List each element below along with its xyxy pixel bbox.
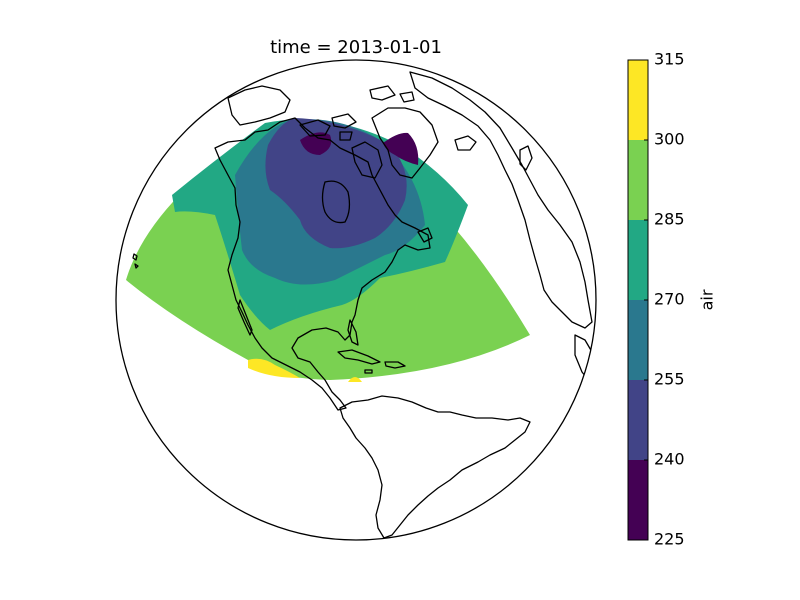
map-title: time = 2013-01-01 xyxy=(270,37,442,58)
colorbar-band-255-270 xyxy=(628,300,648,380)
contour-band-300-315-b xyxy=(348,377,362,382)
coastline-greenland xyxy=(371,107,439,179)
coastline-svalbard xyxy=(369,85,415,103)
colorbar-tick-label: 315 xyxy=(654,50,685,69)
colorbar-bands xyxy=(628,60,648,540)
colorbar-ticks: 225 240 255 270 285 300 315 xyxy=(644,50,685,549)
colorbar-band-225-240 xyxy=(628,460,648,540)
coastlines xyxy=(132,71,596,539)
globe-outline xyxy=(115,59,597,541)
colorbar-band-270-285 xyxy=(628,220,648,300)
colorbar-tick-label: 255 xyxy=(654,370,685,389)
coastline-alaska xyxy=(227,85,291,126)
coastline-jamaica xyxy=(364,369,373,374)
coastline-cuba xyxy=(337,349,381,365)
coastline-florida xyxy=(347,319,359,346)
map-layers xyxy=(126,71,596,539)
coastline-baja xyxy=(237,299,253,336)
contour-band-225-240-b xyxy=(383,132,419,165)
colorbar-band-240-255 xyxy=(628,380,648,460)
colorbar-tick-label: 270 xyxy=(654,290,685,309)
coastline-north-america xyxy=(214,117,431,411)
coastline-hudson-bay xyxy=(321,180,351,224)
coastline-baffin-island xyxy=(351,141,383,179)
contour-band-300-315-a xyxy=(248,358,300,378)
temperature-contours xyxy=(126,118,530,382)
colorbar-tick-label: 225 xyxy=(654,530,685,549)
colorbar-label: air xyxy=(698,289,717,310)
colorbar-tick-label: 300 xyxy=(654,130,685,149)
colorbar-tick-label: 240 xyxy=(654,450,685,469)
colorbar-tick-label: 285 xyxy=(654,210,685,229)
contour-band-240-255 xyxy=(265,118,407,249)
colorbar-band-300-315 xyxy=(628,60,648,140)
coastline-eurasia xyxy=(409,71,593,329)
colorbar-band-285-300 xyxy=(628,140,648,220)
contour-band-225-240-a xyxy=(300,132,332,155)
coastline-hispaniola xyxy=(384,361,406,369)
coastline-arctic-archipelago xyxy=(299,113,357,141)
coastline-south-america xyxy=(339,395,531,539)
coastline-hawaii xyxy=(132,253,139,269)
coastline-british-isles xyxy=(519,145,533,171)
colorbar: 225 240 255 270 285 300 315 air xyxy=(627,50,717,549)
coastline-newfoundland xyxy=(417,227,433,243)
coastline-iceland xyxy=(454,135,477,151)
